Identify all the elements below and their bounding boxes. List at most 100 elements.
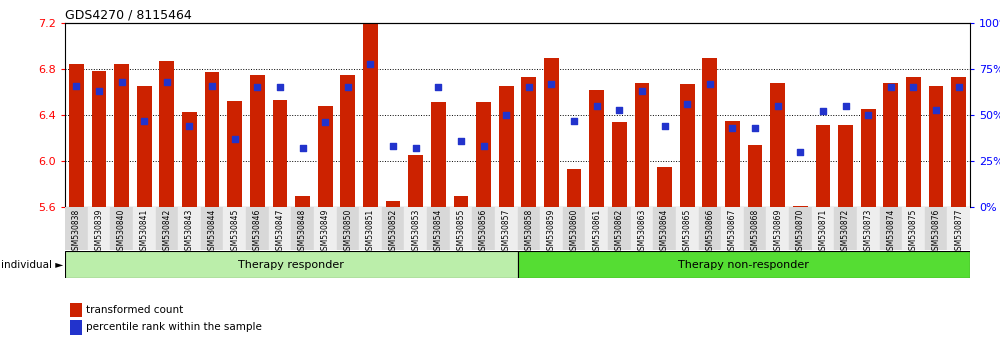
- Text: transformed count: transformed count: [86, 305, 183, 315]
- Text: GSM530853: GSM530853: [411, 209, 420, 255]
- Bar: [427, 207, 450, 250]
- Bar: [612, 122, 627, 207]
- Bar: [929, 86, 943, 207]
- Text: GSM530861: GSM530861: [592, 209, 601, 255]
- Bar: [563, 207, 585, 250]
- Bar: [359, 207, 382, 250]
- Text: GSM530869: GSM530869: [773, 209, 782, 255]
- Point: [905, 85, 921, 90]
- Bar: [227, 101, 242, 207]
- Point: [362, 61, 378, 66]
- Point: [114, 79, 130, 85]
- Bar: [269, 207, 291, 250]
- Text: GSM530859: GSM530859: [547, 209, 556, 255]
- Point: [770, 103, 786, 109]
- Point: [498, 112, 514, 118]
- Bar: [88, 207, 110, 250]
- Point: [430, 85, 446, 90]
- Point: [408, 145, 424, 151]
- Bar: [748, 145, 762, 207]
- Bar: [295, 195, 310, 207]
- Text: GSM530855: GSM530855: [456, 209, 465, 255]
- Point: [589, 103, 605, 109]
- Bar: [69, 64, 84, 207]
- Bar: [201, 207, 223, 250]
- Bar: [631, 207, 653, 250]
- Text: GSM530845: GSM530845: [230, 209, 239, 255]
- Bar: [205, 73, 219, 207]
- Bar: [635, 83, 649, 207]
- Text: GSM530868: GSM530868: [751, 209, 760, 255]
- Text: GSM530877: GSM530877: [954, 209, 963, 255]
- Text: GSM530856: GSM530856: [479, 209, 488, 255]
- Text: GSM530846: GSM530846: [253, 209, 262, 255]
- Bar: [857, 207, 880, 250]
- Text: GSM530867: GSM530867: [728, 209, 737, 255]
- Text: GSM530847: GSM530847: [275, 209, 284, 255]
- Bar: [291, 207, 314, 250]
- Text: GSM530866: GSM530866: [705, 209, 714, 255]
- Point: [566, 118, 582, 124]
- Text: GSM530862: GSM530862: [615, 209, 624, 255]
- Text: GSM530840: GSM530840: [117, 209, 126, 255]
- Bar: [178, 207, 201, 250]
- Text: GSM530842: GSM530842: [162, 209, 171, 255]
- Point: [883, 85, 899, 90]
- Bar: [947, 207, 970, 250]
- Bar: [834, 207, 857, 250]
- Point: [317, 120, 333, 125]
- Bar: [110, 207, 133, 250]
- Text: GSM530858: GSM530858: [524, 209, 533, 255]
- Point: [543, 81, 559, 87]
- Point: [476, 143, 492, 149]
- Bar: [137, 86, 152, 207]
- Bar: [246, 207, 269, 250]
- Point: [385, 143, 401, 149]
- Point: [249, 85, 265, 90]
- Bar: [454, 195, 468, 207]
- Bar: [653, 207, 676, 250]
- Text: GSM530849: GSM530849: [321, 209, 330, 255]
- Bar: [318, 106, 333, 207]
- Bar: [589, 90, 604, 207]
- Bar: [725, 121, 740, 207]
- Bar: [902, 207, 925, 250]
- Bar: [766, 207, 789, 250]
- Point: [204, 83, 220, 88]
- Point: [860, 112, 876, 118]
- Bar: [495, 207, 518, 250]
- Bar: [770, 83, 785, 207]
- Bar: [65, 207, 88, 250]
- Text: GSM530838: GSM530838: [72, 209, 81, 255]
- Point: [679, 101, 695, 107]
- Bar: [314, 207, 336, 250]
- Bar: [702, 57, 717, 207]
- Bar: [861, 109, 876, 207]
- Text: GSM530857: GSM530857: [502, 209, 511, 255]
- Text: GSM530844: GSM530844: [208, 209, 217, 255]
- Bar: [906, 77, 921, 207]
- Point: [792, 149, 808, 155]
- Bar: [951, 77, 966, 207]
- Bar: [336, 207, 359, 250]
- Bar: [608, 207, 631, 250]
- Point: [657, 123, 673, 129]
- Bar: [431, 102, 446, 207]
- Bar: [521, 77, 536, 207]
- Point: [295, 145, 311, 151]
- Point: [928, 107, 944, 112]
- Bar: [518, 251, 970, 278]
- Bar: [114, 64, 129, 207]
- Text: GSM530864: GSM530864: [660, 209, 669, 255]
- Point: [272, 85, 288, 90]
- Bar: [340, 75, 355, 207]
- Text: GSM530870: GSM530870: [796, 209, 805, 255]
- Text: GSM530873: GSM530873: [864, 209, 873, 255]
- Bar: [250, 75, 265, 207]
- Point: [159, 79, 175, 85]
- Bar: [363, 24, 378, 207]
- Bar: [386, 201, 400, 207]
- Point: [136, 118, 152, 124]
- Point: [702, 81, 718, 87]
- Point: [724, 125, 740, 131]
